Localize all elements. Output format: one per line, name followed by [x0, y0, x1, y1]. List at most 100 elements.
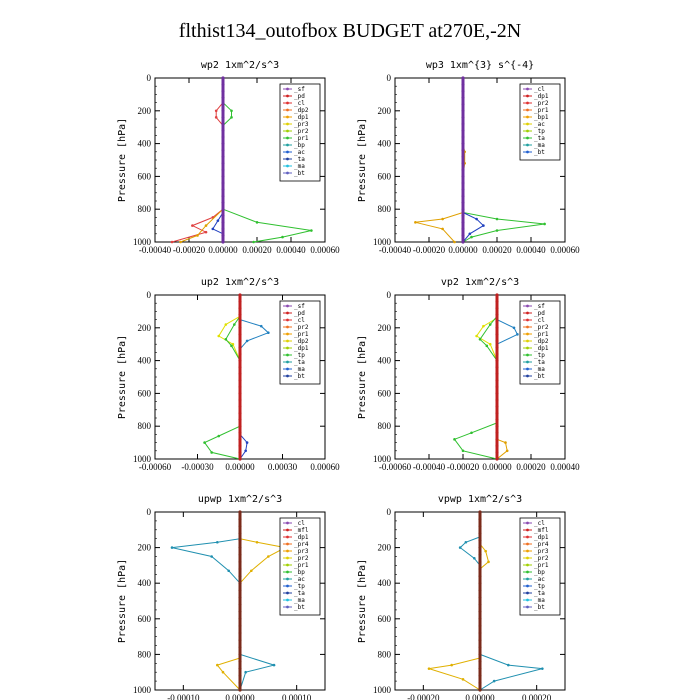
panel-5-point — [267, 555, 270, 558]
panel-2-legend-label: _tp — [534, 128, 545, 135]
panel-6-ytick-label: 0 — [387, 507, 392, 517]
panel-1-zero-point — [221, 233, 225, 238]
panel-1-zero-point — [221, 96, 225, 100]
panel-5-zero-point — [238, 524, 242, 528]
panel-3-legend — [279, 300, 321, 385]
panel-5-point — [221, 670, 225, 674]
panel-5-legend-label: _ma — [294, 597, 305, 604]
panel-2-point — [453, 240, 456, 244]
panel-4-ytick-label: 1000 — [373, 454, 392, 464]
panel-5-zero-point — [238, 567, 242, 571]
panel-4-zero-point — [495, 299, 499, 304]
panel-3-legend-marker — [286, 311, 289, 315]
panel-3-legend-marker — [286, 360, 289, 364]
panel-2-zero-point — [461, 181, 465, 185]
panel-3-ytick-label: 400 — [138, 356, 152, 366]
panel-3-zero-point — [238, 352, 242, 356]
panel-4-ytick-label: 0 — [387, 290, 392, 300]
panel-2-point — [495, 217, 499, 221]
panel-1-series-dp1 — [180, 78, 224, 243]
panel-3-point — [217, 434, 221, 438]
panel-4-zero-point — [495, 359, 499, 363]
panel-1-zero-point — [221, 128, 225, 133]
panel-3-legend-label: _pr1 — [294, 331, 309, 338]
panel-4-zero-point — [495, 457, 499, 461]
panel-6-point — [427, 667, 431, 670]
panel-6-legend-label: _ta — [534, 590, 545, 597]
panel-5-legend-marker — [286, 591, 289, 595]
panel-5-legend-label: _bt — [294, 604, 305, 611]
panel-2-zero-point — [461, 82, 465, 87]
panel-2-zero-point — [461, 142, 465, 146]
panel-1-ytick-label: 1000 — [133, 237, 152, 247]
panel-6-ytick-label: 600 — [378, 614, 392, 624]
panel-2-legend-label: _pr2 — [534, 100, 549, 107]
panel-3-zero-point — [238, 319, 242, 323]
panel-3-legend-marker — [286, 346, 289, 350]
panel-6-legend-label: _pr4 — [534, 541, 549, 548]
panel-3-zero-point — [238, 404, 242, 409]
panel-2-zero-point — [461, 207, 465, 211]
panel-1-title: wp2 1xm^2/s^3 — [201, 60, 279, 71]
panel-6-zero-point — [478, 560, 482, 564]
panel-2-legend-marker — [526, 122, 529, 126]
panel-4-legend-marker — [526, 346, 529, 350]
panel-6-point — [450, 663, 453, 667]
panel-1-legend-marker — [286, 171, 289, 175]
panel-4-zero-point — [495, 450, 499, 455]
panel-2-ytick-label: 600 — [378, 171, 392, 181]
panel-2-title: wp3 1xm^{3} s^{-4} — [426, 60, 534, 71]
panel-3-point — [259, 324, 263, 328]
panel-4-point — [504, 441, 507, 444]
panel-4-zero-point — [495, 313, 499, 317]
panel-1-xtick-label: 0.00000 — [208, 245, 238, 255]
panel-1-series-dp2 — [171, 78, 224, 243]
panel-3-point — [267, 331, 270, 335]
panel-5-legend-label: _pr2 — [294, 555, 309, 562]
panel-4-zero-point — [495, 437, 499, 441]
panel-1-zero-point — [221, 174, 225, 178]
panel-5-ylabel: Pressure [hPa] — [117, 559, 128, 643]
panel-2-zero-point — [461, 201, 465, 205]
panel-5-point — [250, 569, 253, 573]
panel-1-legend-label: _bp — [294, 142, 305, 149]
panel-4-xtick-label: -0.00020 — [447, 462, 480, 472]
panel-4-zero-point — [495, 398, 499, 402]
panel-5-zero-point — [238, 546, 242, 550]
panel-1-zero-point — [221, 207, 225, 211]
panel-5-zero-point — [238, 510, 242, 514]
panel-3-zero-point — [238, 326, 242, 330]
panel-2-zero-point — [461, 115, 465, 119]
panel-3-zero-point — [238, 306, 242, 310]
panel-3-zero-point — [238, 398, 242, 402]
panel-5-zero-point — [238, 681, 242, 685]
panel-1-ytick-label: 0 — [147, 73, 152, 83]
panel-4-point — [516, 333, 519, 336]
panel-6-legend-label: _cl — [534, 520, 545, 527]
panel-6-zero-point — [478, 610, 482, 614]
panel-4-zero-point — [495, 352, 499, 356]
panel-1-legend-label: _sf — [294, 86, 305, 93]
panel-5-legend-marker — [286, 556, 289, 560]
panel-4-zero-point — [495, 444, 499, 448]
panel-4-series-tp — [496, 295, 519, 459]
panel-1-point — [204, 230, 208, 234]
panel-5-legend-label: _mfl — [294, 527, 309, 534]
panel-1-xtick-label: 0.00060 — [310, 245, 340, 255]
panel-1-legend-marker — [286, 129, 289, 133]
panel-2-xtick-label: -0.00040 — [379, 245, 412, 255]
panel-1-ylabel: Pressure [hPa] — [117, 118, 128, 202]
panel-1-point — [214, 109, 218, 113]
panel-4-title: vp2 1xm^2/s^3 — [441, 277, 519, 288]
panel-1-zero-point — [221, 155, 225, 159]
panel-1-legend-marker — [286, 101, 289, 105]
panel-6-ylabel: Pressure [hPa] — [357, 559, 368, 643]
panel-4-legend — [519, 300, 561, 385]
panel-1-legend-label: _pd — [294, 93, 305, 100]
panel-1-point — [230, 116, 233, 119]
panel-4-ylabel: Pressure [hPa] — [357, 335, 368, 419]
panel-6-zero-point — [478, 688, 482, 692]
panel-1-point — [252, 240, 255, 244]
panel-2-legend-label: _ta — [534, 135, 545, 142]
panel-5-legend-label: _bp — [294, 569, 305, 576]
